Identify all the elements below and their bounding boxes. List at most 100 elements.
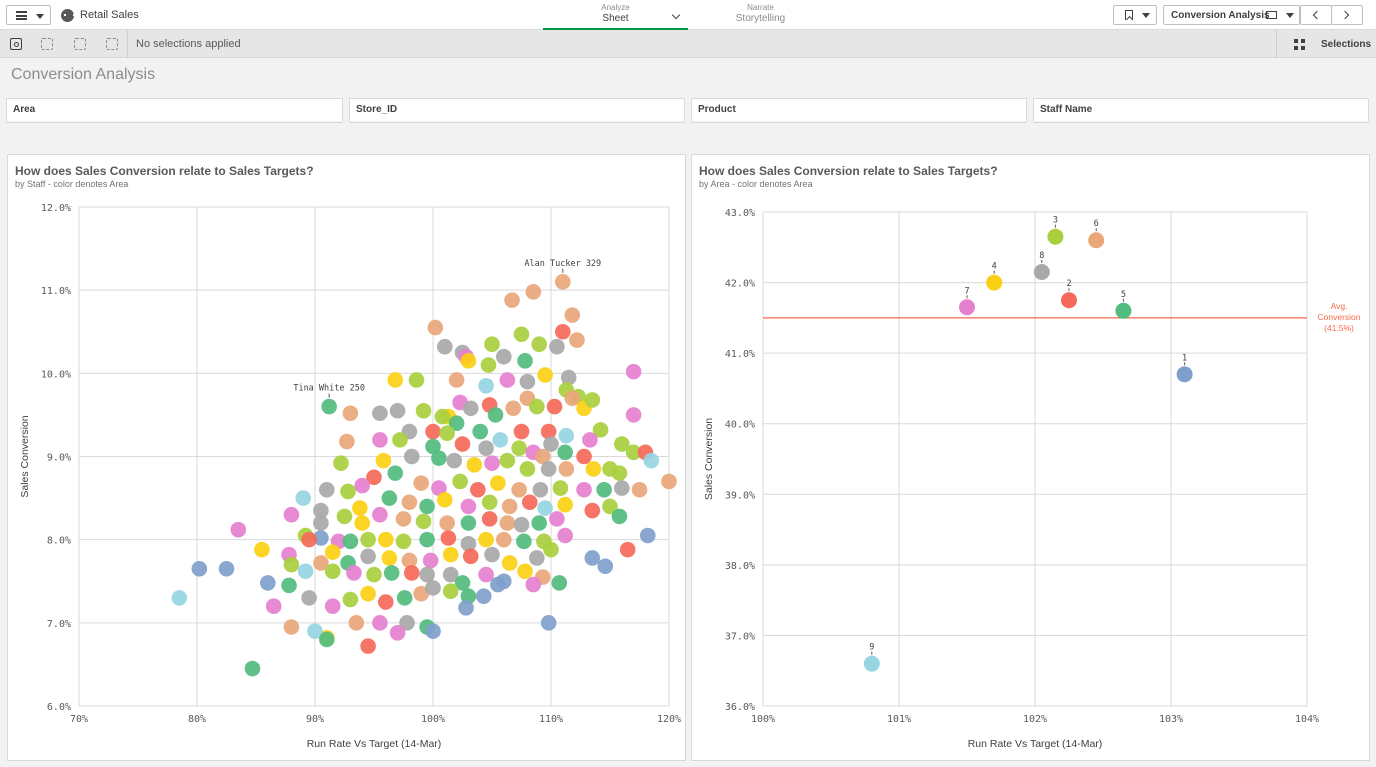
data-point [484,546,500,563]
area-point-label: 6 [1094,219,1099,229]
data-point [403,565,420,581]
chevron-right-icon [1340,10,1350,20]
data-point [399,615,415,631]
previous-sheet-button[interactable] [1300,5,1332,25]
data-point [342,591,359,608]
data-point [425,423,441,440]
data-point [366,566,382,583]
bookmark-button[interactable] [1113,5,1157,25]
data-point [472,423,489,440]
data-point [313,530,329,546]
data-point [383,565,400,581]
x-tick-label: 110% [539,714,563,725]
data-point [466,457,483,473]
filter-staff-name[interactable]: Staff Name [1033,98,1369,123]
filter-store-id[interactable]: Store_ID [349,98,685,123]
data-point [661,473,677,490]
data-point [582,432,598,448]
filter-label: Product [698,104,736,115]
data-point [392,432,408,448]
step-forward-icon[interactable] [74,38,86,50]
data-point [324,544,341,560]
data-point [321,398,337,415]
y-tick-label: 38.0% [725,561,755,572]
data-point [419,531,435,548]
data-point [372,405,388,422]
data-point [313,555,329,571]
app-name[interactable]: Retail Sales [80,9,139,21]
x-axis-title: Run Rate Vs Target (14-Mar) [307,738,442,750]
chart-panel-by-staff[interactable]: How does Sales Conversion relate to Sale… [7,154,686,761]
y-tick-label: 6.0% [47,702,71,713]
filter-area[interactable]: Area [6,98,343,123]
data-point [378,531,394,548]
data-point [546,398,563,415]
data-point [462,548,479,565]
data-point [437,338,453,355]
data-point [387,465,404,481]
selections-label: Selections [1321,39,1372,50]
data-point [639,527,656,544]
data-point [442,546,459,563]
smart-search-icon[interactable] [10,38,22,50]
scatter-chart-staff[interactable]: 70% 80% 90% 100% 110% 120% 6.0% 7.0% 8.0% 9.0% 10.… [8,155,687,762]
data-point [478,566,494,583]
data-point [413,475,430,491]
data-point [537,367,553,383]
area-point-8 [1033,263,1050,280]
data-point [470,481,486,498]
data-point [513,423,530,440]
data-point [348,615,365,631]
data-point [283,619,300,635]
data-point [531,515,547,531]
next-sheet-button[interactable] [1331,5,1363,25]
data-point [425,438,441,455]
data-point [614,436,630,452]
data-point [519,373,536,390]
data-point [602,498,618,515]
tab-analyze-sheet[interactable]: Analyze Sheet [543,3,688,30]
data-point [540,461,557,477]
data-point [611,465,628,481]
scatter-chart-area[interactable]: 100% 101% 102% 103% 104% 36.0% 37.0% 38.0% 39.0%… [692,155,1371,762]
clear-selections-icon[interactable] [106,38,118,50]
data-point [191,560,208,577]
y-tick-label: 7.0% [47,619,71,630]
selections-button[interactable]: Selections [1276,30,1376,58]
chart-panel-by-area[interactable]: How does Sales Conversion relate to Sale… [691,154,1370,761]
selections-grid-icon [1294,39,1305,50]
data-point [555,274,571,290]
data-point [324,598,341,614]
data-point [340,483,356,500]
menu-button[interactable] [6,5,51,25]
data-point [408,372,425,388]
area-point-label: 9 [869,643,874,653]
data-point [354,515,371,531]
y-axis-title: Sales Conversion [19,415,31,497]
sheet-selector[interactable]: Conversion Analysis [1163,5,1300,25]
average-line-label-0: Avg. [1331,301,1348,311]
data-point [625,444,642,461]
data-point [505,400,522,417]
filter-product[interactable]: Product [691,98,1027,123]
y-tick-label: 37.0% [725,631,755,642]
data-point [584,550,601,566]
data-point [584,392,601,408]
data-point [360,531,376,548]
step-back-icon[interactable] [41,38,53,50]
data-point [525,576,542,593]
data-point [517,353,533,369]
data-point [389,402,406,419]
menu-icon [16,11,27,20]
data-point [387,372,404,388]
data-point [230,521,247,538]
data-point [458,600,474,616]
data-point [460,536,477,552]
area-point-3 [1047,228,1064,245]
data-point [427,319,444,336]
data-point [381,490,398,506]
mode-small-label: Narrate [747,3,774,12]
tab-narrate-storytelling[interactable]: Narrate Storytelling [688,3,833,26]
data-point [333,455,349,471]
data-point [360,548,376,565]
